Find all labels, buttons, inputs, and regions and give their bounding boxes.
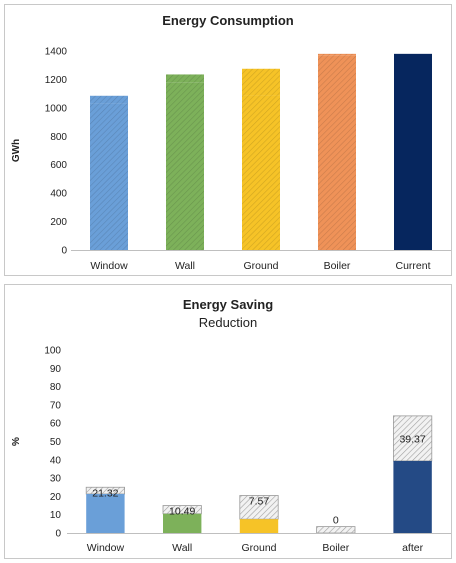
- x-tick-label: after: [402, 542, 424, 554]
- y-tick-label: 1200: [45, 75, 68, 86]
- bar-upper-after: [392, 415, 433, 462]
- bar-lower-boiler: [318, 55, 356, 251]
- y-tick-label: 90: [50, 364, 62, 375]
- y-tick-label: 1400: [45, 47, 68, 58]
- data-label: 10.49: [169, 506, 195, 518]
- x-tick-label: Boiler: [322, 542, 349, 554]
- bar-lower-ground: [242, 95, 280, 250]
- x-tick-label: Ground: [243, 260, 278, 272]
- bar-lower-window: [90, 103, 128, 250]
- y-tick-label: 800: [50, 132, 67, 143]
- y-axis-label: %: [11, 437, 22, 446]
- bar-upper-boiler: [316, 526, 356, 534]
- bar-upper-wall: [166, 74, 204, 83]
- y-tick-label: 70: [50, 400, 62, 411]
- y-tick-label: 0: [55, 529, 61, 540]
- x-tick-label: Window: [87, 542, 125, 554]
- x-tick-label: Current: [395, 260, 430, 272]
- y-tick-label: 80: [50, 382, 62, 393]
- chart-title: Energy Consumption: [162, 13, 294, 28]
- y-tick-label: 60: [50, 419, 62, 430]
- x-tick-label: Window: [90, 260, 128, 272]
- energy-saving-chart: Energy Saving Reduction% 0 10 20 30 40 50 60 70 80…: [4, 284, 452, 559]
- chart-title: Energy Saving: [183, 297, 273, 312]
- bar-lower-wall: [166, 82, 204, 251]
- x-tick-label: Wall: [172, 542, 192, 554]
- bar-lower-after: [393, 460, 432, 533]
- y-tick-label: 10: [50, 510, 62, 521]
- bar-lower-ground: [239, 519, 279, 533]
- x-tick-label: Wall: [175, 260, 195, 272]
- bar-lower-wall: [163, 513, 202, 533]
- chart-subtitle: Reduction: [199, 315, 258, 330]
- energy-consumption-chart: Energy Consumption GWh 0 200 400 600 800 1000 12…: [4, 4, 452, 276]
- bar-upper-wall: [162, 505, 202, 515]
- bar-lower-current: [394, 53, 432, 250]
- y-tick-label: 30: [50, 474, 62, 485]
- bar-upper-boiler: [318, 53, 356, 56]
- y-tick-label: 40: [50, 455, 62, 466]
- bar-lower-window: [86, 493, 125, 533]
- energy-consumption-svg: Energy Consumption GWh 0 200 400 600 800 1000 12…: [11, 13, 451, 272]
- y-tick-label: 400: [50, 189, 67, 200]
- data-label: 0: [333, 515, 339, 527]
- y-tick-label: 100: [44, 346, 61, 357]
- y-tick-label: 200: [50, 217, 67, 228]
- data-label: 21.32: [92, 487, 118, 499]
- energy-saving-svg: Energy Saving Reduction% 0 10 20 30 40 50 60 70 80…: [11, 297, 451, 554]
- y-tick-label: 0: [61, 246, 67, 257]
- bar-upper-ground: [242, 68, 280, 96]
- y-tick-label: 20: [50, 492, 62, 503]
- y-tick-label: 50: [50, 437, 62, 448]
- data-label: 7.57: [249, 495, 270, 507]
- y-tick-label: 600: [50, 160, 67, 171]
- y-axis-label: GWh: [11, 139, 22, 162]
- y-tick-label: 1000: [45, 103, 68, 114]
- bar-upper-window: [90, 95, 128, 104]
- x-tick-label: Ground: [241, 542, 276, 554]
- data-label: 39.37: [399, 433, 425, 445]
- x-tick-label: Boiler: [324, 260, 351, 272]
